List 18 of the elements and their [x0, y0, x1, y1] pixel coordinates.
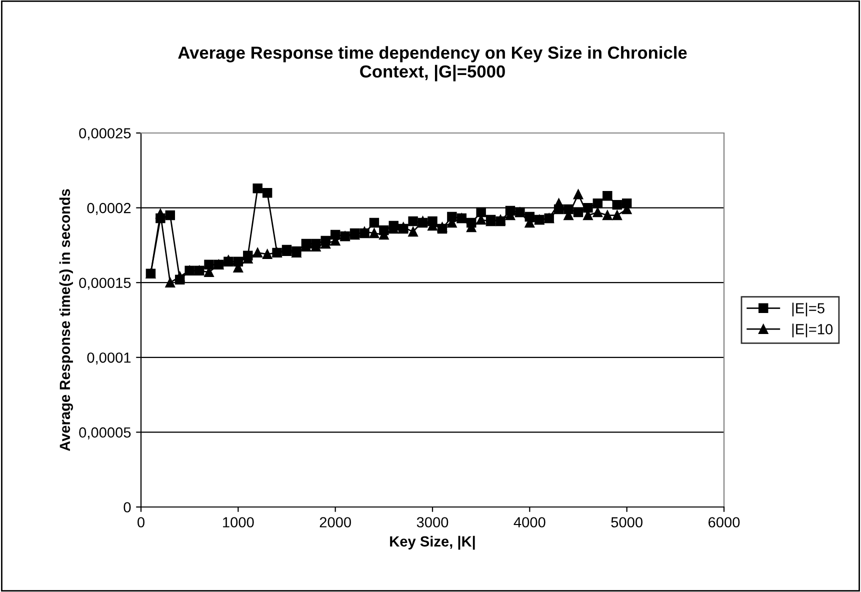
y-tick-label: 0,00025: [79, 128, 131, 140]
y-axis-title: Average Response time(s) in seconds: [59, 189, 74, 452]
legend-label: |E|=10: [792, 324, 833, 338]
x-tick-label: 5000: [611, 517, 642, 528]
legend-label: |E|=5: [792, 302, 824, 316]
x-tick-label: 0: [138, 517, 144, 528]
x-tick-label: 1000: [223, 517, 254, 528]
y-tick-label: 0,0002: [87, 202, 131, 215]
y-tick-label: 0,00015: [79, 278, 131, 290]
x-tick-label: 6000: [708, 517, 740, 528]
y-tick-label: 0,00005: [79, 427, 131, 440]
x-tick-label: 2000: [320, 517, 351, 528]
x-tick-label: 4000: [514, 517, 546, 528]
y-tick-label: 0: [124, 502, 131, 512]
x-axis-title: Key Size, |K|: [390, 536, 475, 550]
x-tick-label: 3000: [416, 517, 448, 528]
y-tick-label: 0,0001: [87, 352, 131, 365]
chart-title: Average Response time dependency on Key Size in Chronicle Context, |G|=5000: [178, 46, 687, 82]
